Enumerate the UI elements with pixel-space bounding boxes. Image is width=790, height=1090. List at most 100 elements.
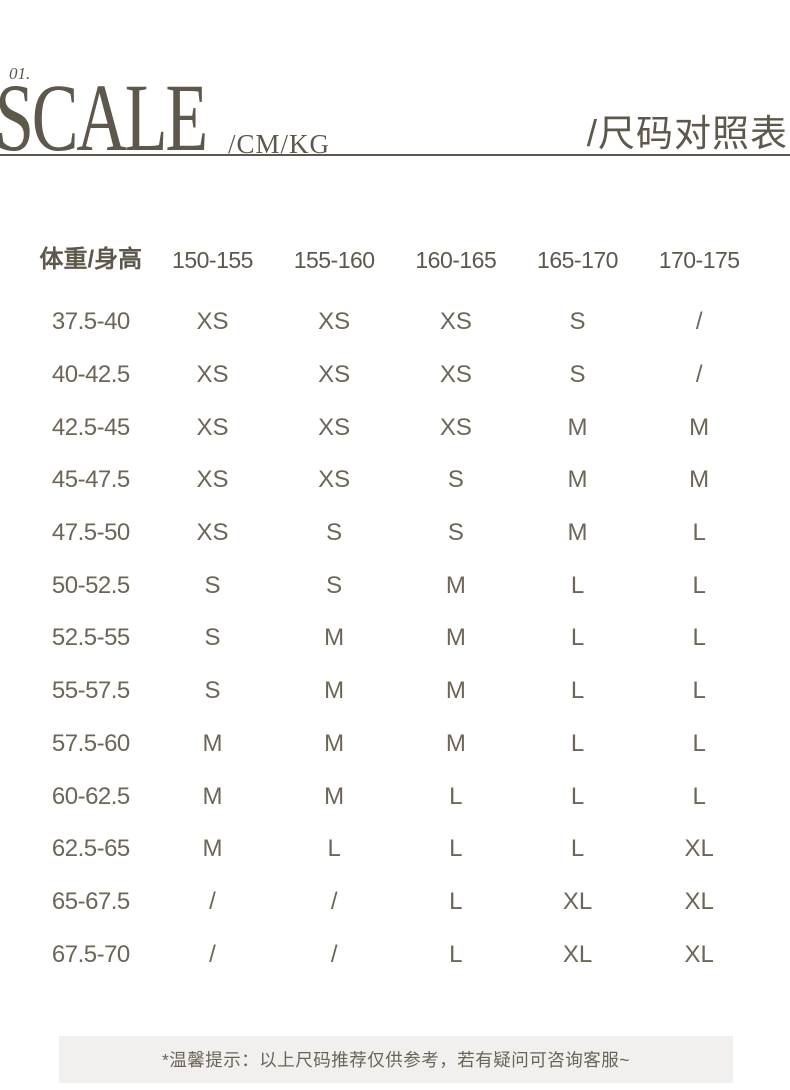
table-row: 55-57.5 S M M L L bbox=[30, 665, 760, 718]
size-cell: L bbox=[692, 677, 706, 705]
size-cell: M bbox=[202, 835, 223, 863]
weight-range-cell: 62.5-65 bbox=[51, 835, 130, 863]
size-cell: S bbox=[326, 519, 343, 547]
table-row: 50-52.5 S S M L L bbox=[30, 559, 760, 612]
size-cell: M bbox=[689, 466, 710, 494]
column-header-height-range: 155-160 bbox=[293, 246, 375, 273]
size-cell-none: / bbox=[209, 940, 216, 968]
weight-range-cell: 67.5-70 bbox=[51, 940, 130, 968]
size-cell: M bbox=[567, 466, 588, 494]
size-cell: M bbox=[689, 413, 710, 441]
size-cell: L bbox=[449, 940, 463, 968]
size-cell: M bbox=[324, 782, 345, 810]
size-cell: XS bbox=[318, 466, 351, 494]
table-row: 42.5-45 XS XS XS M M bbox=[30, 401, 760, 454]
size-table: 体重/身高 150-155 155-160 160-165 165-170 170-175… bbox=[30, 234, 760, 981]
size-cell: XS bbox=[439, 413, 472, 441]
size-cell-none: / bbox=[695, 361, 703, 389]
size-cell: XS bbox=[318, 413, 351, 441]
size-cell: L bbox=[449, 835, 463, 863]
weight-range-cell: 45-47.5 bbox=[51, 466, 130, 494]
size-cell: S bbox=[326, 571, 343, 599]
page-title-chinese: /尺码对照表 bbox=[586, 113, 788, 154]
weight-range-cell: 57.5-60 bbox=[51, 729, 130, 757]
size-cell: XS bbox=[196, 519, 229, 547]
column-header-height-range: 165-170 bbox=[537, 246, 618, 273]
table-row: 62.5-65 M L L L XL bbox=[30, 823, 760, 876]
size-cell: XS bbox=[318, 308, 351, 336]
size-cell: XS bbox=[196, 308, 229, 336]
size-cell: L bbox=[570, 677, 585, 705]
size-cell: S bbox=[447, 466, 464, 494]
size-cell: M bbox=[324, 677, 345, 705]
table-body: 37.5-40 XS XS XS S / 40-42.5 XS XS XS S / 42.5-45 XS X… bbox=[30, 296, 760, 981]
size-cell: M bbox=[202, 782, 223, 810]
weight-range-cell: 65-67.5 bbox=[51, 887, 130, 915]
size-cell: L bbox=[449, 887, 463, 915]
table-row: 52.5-55 S M M L L bbox=[30, 612, 760, 665]
table-row: 67.5-70 / / L XL XL bbox=[30, 928, 760, 981]
size-cell: XS bbox=[196, 466, 229, 494]
size-cell: S bbox=[447, 519, 464, 547]
column-header-height-range: 160-165 bbox=[415, 246, 497, 273]
size-cell: L bbox=[692, 782, 706, 810]
size-cell: XL bbox=[684, 835, 714, 863]
section-number: 01. bbox=[9, 64, 31, 83]
size-cell: S bbox=[569, 361, 586, 389]
size-cell: L bbox=[570, 624, 585, 652]
size-cell: L bbox=[692, 571, 706, 599]
header-divider bbox=[0, 154, 790, 156]
size-cell-none: / bbox=[330, 940, 338, 968]
size-cell-none: / bbox=[209, 887, 216, 915]
size-cell: L bbox=[570, 835, 585, 863]
table-row: 57.5-60 M M M L L bbox=[30, 718, 760, 771]
size-cell: S bbox=[569, 308, 586, 336]
weight-range-cell: 37.5-40 bbox=[51, 308, 130, 336]
size-cell: M bbox=[445, 677, 466, 705]
table-row: 60-62.5 M M L L L bbox=[30, 770, 760, 823]
size-cell-none: / bbox=[330, 887, 338, 915]
size-cell: M bbox=[324, 624, 345, 652]
weight-range-cell: 42.5-45 bbox=[51, 413, 130, 441]
weight-range-cell: 52.5-55 bbox=[51, 624, 130, 652]
title-unit-label: /CM/KG bbox=[228, 129, 331, 159]
footer-note: *温馨提示：以上尺码推荐仅供参考，若有疑问可咨询客服~ bbox=[59, 1036, 733, 1083]
size-cell: L bbox=[692, 624, 706, 652]
size-cell: M bbox=[445, 729, 466, 757]
table-row: 40-42.5 XS XS XS S / bbox=[30, 349, 760, 402]
size-cell: L bbox=[570, 782, 585, 810]
size-cell: M bbox=[567, 519, 588, 547]
weight-range-cell: 55-57.5 bbox=[51, 677, 130, 705]
size-cell: M bbox=[324, 729, 345, 757]
size-cell: S bbox=[204, 624, 221, 652]
size-cell: L bbox=[692, 519, 706, 547]
size-cell: M bbox=[445, 624, 466, 652]
size-cell: XS bbox=[439, 308, 472, 336]
weight-range-cell: 50-52.5 bbox=[51, 571, 130, 599]
size-cell: M bbox=[567, 413, 588, 441]
table-header-row: 体重/身高 150-155 155-160 160-165 165-170 170-175 bbox=[30, 234, 760, 286]
column-header-weight-height: 体重/身高 bbox=[39, 246, 143, 273]
size-cell: M bbox=[202, 729, 223, 757]
column-header-height-range: 170-175 bbox=[658, 246, 740, 273]
size-cell: XL bbox=[684, 940, 714, 968]
size-cell: XL bbox=[562, 887, 593, 915]
column-header-height-range: 150-155 bbox=[172, 246, 253, 273]
weight-range-cell: 47.5-50 bbox=[51, 519, 130, 547]
table-row: 65-67.5 / / L XL XL bbox=[30, 876, 760, 929]
size-cell: L bbox=[449, 782, 463, 810]
table-row: 45-47.5 XS XS S M M bbox=[30, 454, 760, 507]
size-cell: M bbox=[445, 571, 466, 599]
size-cell: XS bbox=[196, 413, 229, 441]
table-row: 37.5-40 XS XS XS S / bbox=[30, 296, 760, 349]
table-row: 47.5-50 XS S S M L bbox=[30, 507, 760, 560]
size-cell: L bbox=[570, 729, 585, 757]
size-cell: S bbox=[204, 571, 221, 599]
size-cell: L bbox=[327, 835, 341, 863]
size-cell: XL bbox=[684, 887, 714, 915]
page-title: SCALE bbox=[0, 64, 208, 171]
weight-range-cell: 60-62.5 bbox=[51, 782, 130, 810]
size-cell: XS bbox=[196, 361, 229, 389]
size-cell: L bbox=[570, 571, 585, 599]
